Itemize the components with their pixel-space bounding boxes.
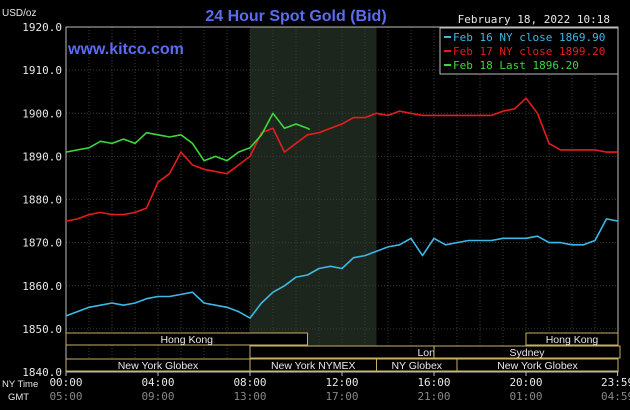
legend-entry: Feb 18 Last 1896.20: [453, 59, 579, 72]
x-tick-label-ny: 23:59: [601, 376, 630, 389]
session-bar: [456, 358, 619, 372]
y-tick-label: 1920.0: [22, 21, 62, 34]
x-tick-label-ny: 20:00: [509, 376, 542, 389]
y-tick-label: 1890.0: [22, 150, 62, 163]
session-bar: [65, 332, 308, 346]
x-tick-label-ny: 16:00: [417, 376, 450, 389]
y-tick-label: 1880.0: [22, 194, 62, 207]
y-tick-label: 1900.0: [22, 107, 62, 120]
y-tick-label: 1840.0: [22, 366, 62, 379]
legend-box: [439, 27, 619, 75]
x-tick-label-gmt: 04:59: [601, 390, 630, 403]
x-tick-label-ny: 04:00: [141, 376, 174, 389]
session-label: NY Globex: [391, 360, 442, 372]
x-tick-label-gmt: 09:00: [141, 390, 174, 403]
x-tick-label-gmt: 21:00: [417, 390, 450, 403]
session-label: New York Globex: [118, 360, 199, 372]
x-row-label-ny: NY Time: [2, 379, 38, 390]
session-bar: [433, 345, 621, 359]
chart-timestamp: February 18, 2022 10:18: [458, 13, 610, 26]
legend-entry: Feb 16 NY close 1869.90: [453, 31, 605, 44]
nymex-highlight-band: [250, 27, 377, 372]
x-tick-label-ny: 00:00: [49, 376, 82, 389]
chart-title: 24 Hour Spot Gold (Bid): [205, 8, 386, 25]
x-tick-label-ny: 08:00: [233, 376, 266, 389]
y-tick-label: 1870.0: [22, 237, 62, 250]
x-tick-label-gmt: 05:00: [49, 390, 82, 403]
session-label: Sydney: [509, 347, 545, 359]
y-tick-label: 1850.0: [22, 323, 62, 336]
series-line: [65, 97, 618, 222]
session-label: Hong Kong: [546, 334, 599, 346]
session-label: New York Globex: [497, 360, 578, 372]
legend-entry: Feb 17 NY close 1899.20: [453, 45, 605, 58]
series-line: [65, 218, 619, 319]
session-label: New York NYMEX: [271, 360, 356, 372]
x-tick-label-gmt: 01:00: [509, 390, 542, 403]
series-line: [65, 112, 311, 162]
watermark-url: www.kitco.com: [67, 41, 184, 58]
session-bar: [525, 332, 619, 346]
x-tick-label-gmt: 17:00: [325, 390, 358, 403]
x-row-label-gmt: GMT: [8, 392, 29, 403]
y-tick-label: 1910.0: [22, 64, 62, 77]
y-axis-label: USD/oz: [2, 8, 36, 19]
x-tick-label-gmt: 13:00: [233, 390, 266, 403]
x-tick-label-ny: 12:00: [325, 376, 358, 389]
session-label: Hong Kong: [160, 334, 213, 346]
y-tick-label: 1860.0: [22, 280, 62, 293]
